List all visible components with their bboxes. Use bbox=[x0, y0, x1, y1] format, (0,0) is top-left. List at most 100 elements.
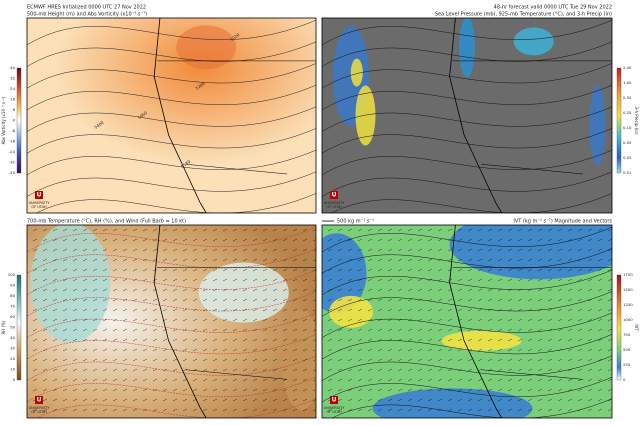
wind-vector bbox=[557, 308, 563, 312]
wind-vector bbox=[82, 258, 88, 262]
colorbar-tick-label: 70 bbox=[10, 304, 15, 309]
wind-vector bbox=[292, 398, 298, 402]
wind-vector bbox=[577, 408, 583, 412]
wind-vector bbox=[607, 408, 612, 412]
wind-vector bbox=[222, 248, 228, 252]
wind-vector bbox=[427, 308, 433, 312]
wind-vector bbox=[132, 348, 138, 352]
wind-vector bbox=[407, 318, 413, 322]
wind-vector bbox=[327, 308, 333, 312]
wind-vector bbox=[162, 288, 168, 292]
wind-vector bbox=[507, 388, 513, 392]
colorbar-tick-label: 10 bbox=[10, 367, 15, 372]
wind-vector bbox=[557, 298, 563, 302]
wind-vector bbox=[202, 288, 208, 292]
wind-vector bbox=[497, 398, 503, 402]
wind-vector bbox=[507, 268, 513, 272]
wind-vector bbox=[222, 238, 228, 242]
wind-vector bbox=[457, 308, 463, 312]
wind-vector bbox=[72, 388, 78, 392]
wind-vector bbox=[262, 328, 268, 332]
wind-vector bbox=[567, 398, 573, 402]
contour bbox=[27, 333, 316, 360]
wind-vector bbox=[547, 248, 553, 252]
wind-vector bbox=[182, 298, 188, 302]
colorbar bbox=[616, 274, 622, 381]
wind-vector bbox=[212, 388, 218, 392]
wind-vector bbox=[597, 348, 603, 352]
wind-vector bbox=[537, 398, 543, 402]
wind-vector bbox=[202, 238, 208, 242]
wind-vector bbox=[42, 258, 48, 262]
wind-vector bbox=[72, 338, 78, 342]
wind-vector bbox=[222, 358, 228, 362]
wind-vector bbox=[72, 238, 78, 242]
panel-title: 48-hr forecast valid 0000 UTC Tue 29 Nov… bbox=[494, 5, 612, 11]
wind-vector bbox=[82, 298, 88, 302]
contour bbox=[322, 63, 612, 89]
wind-vector bbox=[567, 238, 573, 242]
colorbar-tick-label: 100 bbox=[8, 272, 16, 277]
wind-vector bbox=[222, 338, 228, 342]
wind-vector bbox=[587, 238, 593, 242]
wind-vector bbox=[42, 268, 48, 272]
wind-vector bbox=[192, 378, 198, 382]
wind-vector bbox=[282, 348, 288, 352]
wind-vector bbox=[587, 358, 593, 362]
wind-vector bbox=[327, 228, 333, 232]
wind-vector bbox=[347, 328, 353, 332]
wind-vector bbox=[517, 228, 523, 232]
contour-label: 5400 bbox=[93, 120, 105, 130]
wind-vector bbox=[122, 298, 128, 302]
wind-vector bbox=[182, 258, 188, 262]
map bbox=[27, 225, 316, 418]
wind-vector bbox=[182, 328, 188, 332]
wind-vector bbox=[152, 268, 158, 272]
wind-vector bbox=[497, 308, 503, 312]
wind-vector bbox=[252, 328, 258, 332]
wind-vector bbox=[92, 238, 98, 242]
wind-vector bbox=[587, 398, 593, 402]
wind-vector bbox=[122, 258, 128, 262]
wind-vector bbox=[242, 408, 248, 412]
wind-vector bbox=[32, 238, 38, 242]
precip-area bbox=[513, 27, 554, 56]
wind-vector bbox=[122, 318, 128, 322]
wind-vector bbox=[527, 338, 533, 342]
wind-vector bbox=[212, 268, 218, 272]
colorbar-label: 3-h Precip (in) bbox=[634, 106, 639, 134]
wind-vector bbox=[292, 278, 298, 282]
colorbar-tick-label: 0.02 bbox=[623, 155, 632, 160]
wind-vector bbox=[102, 378, 108, 382]
wind-vector bbox=[437, 268, 443, 272]
wind-vector bbox=[292, 408, 298, 412]
logo-mark bbox=[35, 396, 43, 404]
wind-vector bbox=[272, 368, 278, 372]
wind-vector bbox=[587, 298, 593, 302]
wind-vector bbox=[82, 388, 88, 392]
wind-vector bbox=[102, 328, 108, 332]
wind-vector bbox=[242, 398, 248, 402]
wind-vector bbox=[172, 338, 178, 342]
wind-vector bbox=[102, 408, 108, 412]
wind-vector bbox=[282, 308, 288, 312]
wind-vector bbox=[272, 308, 278, 312]
wind-vector bbox=[437, 278, 443, 282]
wind-vector bbox=[597, 228, 603, 232]
wind-vector bbox=[232, 258, 238, 262]
wind-vector bbox=[367, 378, 373, 382]
wind-vector bbox=[487, 358, 493, 362]
wind-vector bbox=[232, 358, 238, 362]
wind-vector bbox=[367, 408, 373, 412]
wind-vector bbox=[212, 238, 218, 242]
wind-vector bbox=[292, 318, 298, 322]
wind-vector bbox=[607, 318, 612, 322]
wind-vector bbox=[547, 328, 553, 332]
wind-vector bbox=[142, 308, 148, 312]
wind-vector bbox=[337, 368, 343, 372]
wind-vector bbox=[62, 358, 68, 362]
wind-vector bbox=[222, 308, 228, 312]
logo-letter: U bbox=[37, 397, 42, 404]
wind-vector bbox=[302, 238, 308, 242]
panel-title: 500-mb Height (m) and Abs Vorticity (x10… bbox=[27, 12, 147, 18]
